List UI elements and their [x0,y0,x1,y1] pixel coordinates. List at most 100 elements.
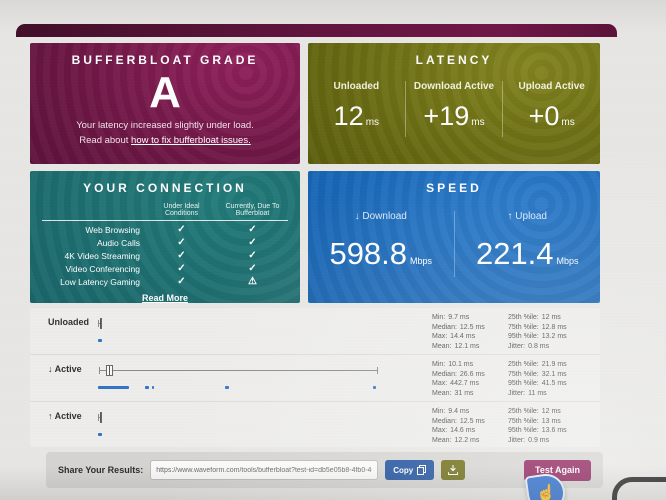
boxplot-min-cap [98,414,100,421]
connection-row: Low Latency Gaming ✓ ⚠ [42,275,288,288]
stat-line-min: Min: 9.7 ms [432,314,470,321]
copy-button[interactable]: Copy [385,460,435,480]
latency-col-value: +19 ms [423,101,485,131]
speed-unit: Mbps [556,256,579,266]
stats-column-left: Min: 9.7 ms Median: 12.5 ms Max: 14.4 ms Mean:… [432,313,485,351]
photo-foreground-object [612,477,666,500]
chart-row-2: ↑ Active Min: 9.4 ms Median: 12.5 ms Max: 14.6… [30,402,600,448]
check-icon: ✓ [248,263,257,274]
latency-unit: ms [365,117,380,128]
boxplot-whisker [98,370,378,371]
chart-row-label: ↓ Active [48,364,82,374]
stat-line-mean: Mean: 12.1 ms [432,342,480,350]
fix-bufferbloat-link[interactable]: how to fix bufferbloat issues. [131,135,251,146]
latency-col-value: 12 ms [333,101,380,131]
boxplot-max-cap [377,367,379,374]
speed-col-label: ↑ Upload [507,211,547,222]
connection-row: 4K Video Streaming ✓ ✓ [42,249,288,262]
grade-link-line: Read about how to fix bufferbloat issues… [30,135,300,146]
boxplot-min-cap [98,367,100,374]
stat-line-min: Min: 9.4 ms [432,408,470,415]
latency-columns: Unloaded 12 ms Download Active +19 ms Upload A… [308,81,600,137]
speed-col-value: 221.4 Mbps [475,236,579,271]
speed-panel-title: SPEED [426,181,482,195]
latency-panel-title: LATENCY [415,53,493,67]
grade-panel-title: BUFFERBLOAT GRADE [71,53,259,67]
boxplot-max-cap [101,414,103,421]
stat-line-jitter: Jitter: 0.9 ms [508,436,550,444]
share-url-input[interactable] [150,460,379,480]
boxplot-median [109,366,111,375]
connection-panel-title: YOUR CONNECTION [83,181,247,195]
histogram-bar [98,433,102,436]
check-icon: ✓ [177,263,186,274]
stat-line-jitter: Jitter: 0.8 ms [508,342,550,350]
speed-unit: Mbps [410,256,433,266]
stat-line-p95: 95th %ile: 41.5 ms [508,380,567,387]
stats-column-left: Min: 10.1 ms Median: 26.6 ms Max: 442.7 ms Mea… [432,360,485,398]
stats-column-right: 25th %ile: 21.9 ms 75th %ile: 32.1 ms 95th %… [508,360,567,398]
copy-icon [417,465,427,475]
chart-row-label: ↑ Active [48,411,82,421]
latency-col-label: Upload Active [518,81,585,92]
stat-line-mean: Mean: 12.2 ms [432,436,480,444]
stat-line-p25: 25th %ile: 21.9 ms [508,361,567,368]
stat-line-p75: 75th %ile: 32.1 ms [508,370,567,378]
bufferbloat-grade-panel: BUFFERBLOAT GRADE A Your latency increas… [30,43,300,164]
connection-row: Video Conferencing ✓ ✓ [42,262,288,275]
latency-column-1: Download Active +19 ms [404,81,503,137]
grade-link-prefix: Read about [79,135,132,146]
share-results-label: Share Your Results: [58,465,144,475]
latency-col-value: +0 ms [528,101,575,131]
connection-row-label: 4K Video Streaming [64,250,140,261]
speed-column-0: ↓ Download 598.8 Mbps [308,211,454,277]
test-again-label: Test Again [534,465,580,475]
boxplot-max-cap [101,320,103,327]
stat-line-p95: 95th %ile: 13.2 ms [508,333,567,340]
grade-letter: A [149,68,181,117]
latency-panel: LATENCY Unloaded 12 ms Download Active +19 ms… [308,43,600,164]
stat-line-median: Median: 12.5 ms [432,417,485,425]
latency-distribution-charts: Unloaded Min: 9.7 ms Median: 12.5 ms Max: 14.4… [30,308,600,447]
histogram-bar [151,386,155,389]
check-icon: ✓ [248,224,257,235]
stat-line-median: Median: 12.5 ms [432,323,485,331]
boxplot-median [100,413,102,422]
speed-col-label: ↓ Download [354,211,407,222]
connection-row: Audio Calls ✓ ✓ [42,236,288,249]
stat-line-jitter: Jitter: 11 ms [508,389,547,397]
chart-row-0: Unloaded Min: 9.7 ms Median: 12.5 ms Max: 14.4… [30,308,600,355]
connection-header-current: Currently, Due To Bufferbloat [225,203,280,217]
check-icon: ✓ [177,224,186,235]
latency-unit: ms [561,117,575,128]
connection-row-label: Audio Calls [97,237,140,248]
stat-line-p25: 25th %ile: 12 ms [508,314,561,321]
warning-icon: ⚠ [248,276,257,287]
stat-line-min: Min: 10.1 ms [432,361,474,368]
latency-unit: ms [471,117,485,128]
histogram-bar [145,386,150,389]
connection-row: Web Browsing ✓ ✓ [42,223,288,236]
page-top-bar [16,24,617,37]
connection-header-ideal: Under Ideal Conditions [163,203,200,217]
stat-line-p25: 25th %ile: 12 ms [508,408,561,415]
share-results-bar: Share Your Results: Copy Test Again [46,452,603,488]
connection-row-label: Web Browsing [85,224,140,235]
speed-col-value: 598.8 Mbps [329,236,433,271]
stat-line-p75: 75th %ile: 12.8 ms [508,323,567,331]
histogram-bar [98,339,102,342]
stats-column-right: 25th %ile: 12 ms 75th %ile: 12.8 ms 95th %il… [508,313,567,351]
read-more-link[interactable]: Read More [141,293,188,303]
chart-row-label: Unloaded [48,317,90,327]
histogram-bar [224,386,229,389]
stats-column-left: Min: 9.4 ms Median: 12.5 ms Max: 14.6 ms Mean:… [432,407,485,445]
boxplot-median [100,319,102,328]
histogram-bar [372,386,376,389]
copy-button-label: Copy [393,465,414,475]
grade-subtitle: Your latency increased slightly under lo… [76,120,254,131]
download-results-button[interactable] [441,460,466,480]
your-connection-panel: YOUR CONNECTION Under Ideal Conditions C… [30,171,300,303]
check-icon: ✓ [177,250,186,261]
stat-line-max: Max: 14.6 ms [432,427,476,434]
